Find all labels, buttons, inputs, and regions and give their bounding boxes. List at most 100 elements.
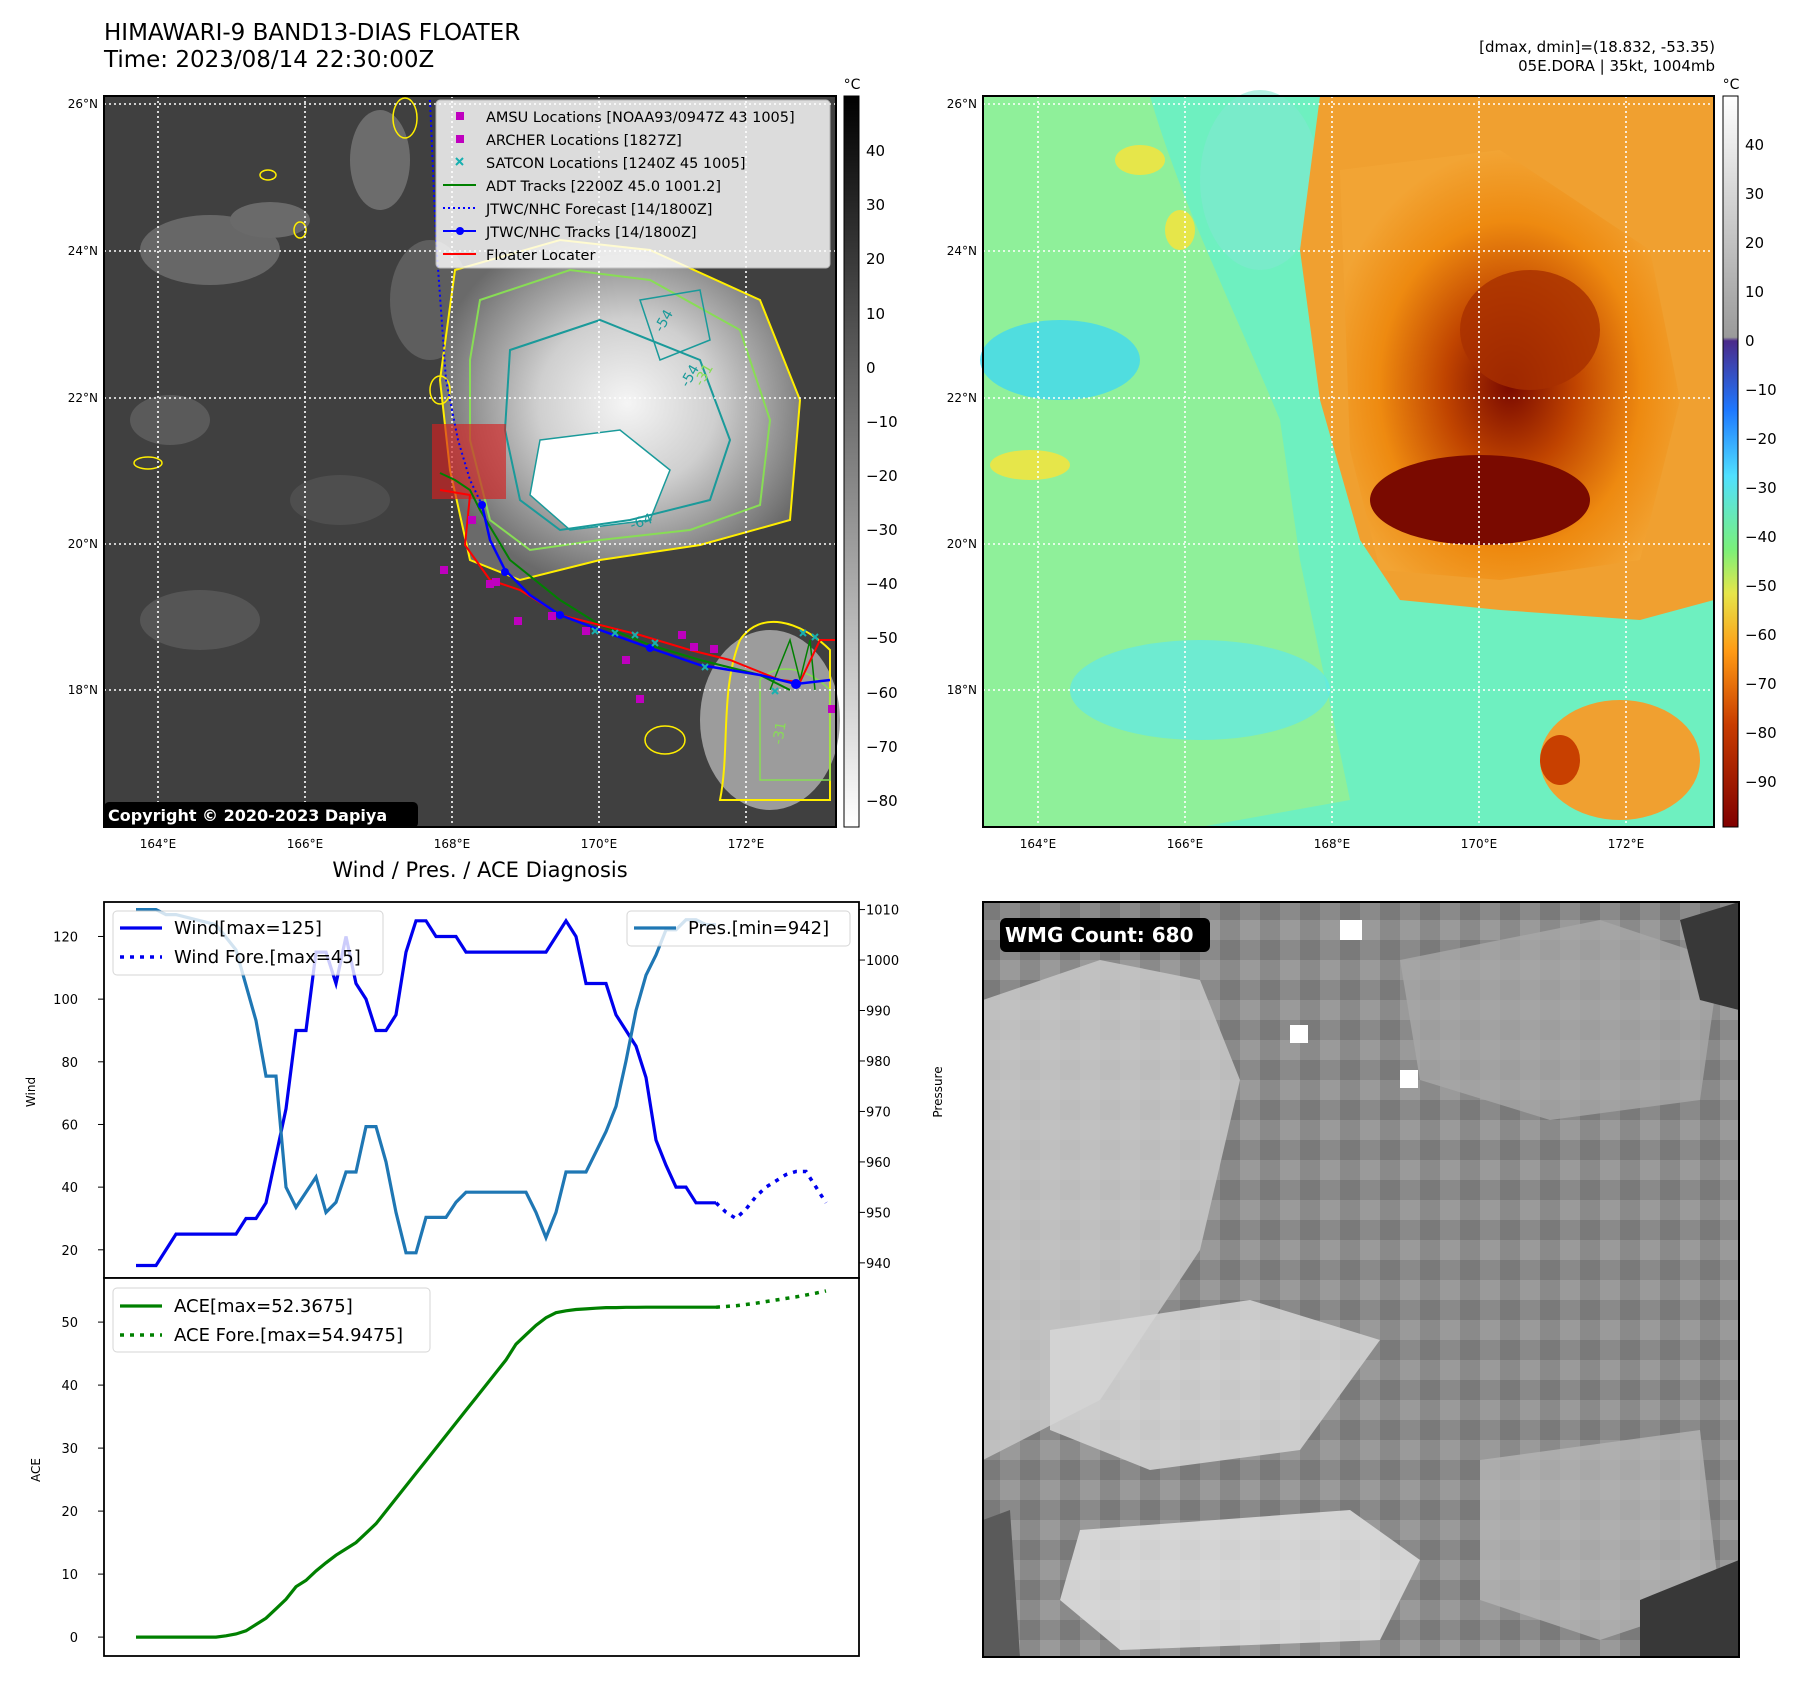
p1-lon-164: 164°E — [140, 837, 177, 851]
pressure-tick-label: 970 — [866, 1105, 891, 1120]
wind-tick-label: 60 — [61, 1118, 78, 1133]
contour-label-5: -31 — [770, 720, 790, 745]
contour-label-3: -64 — [628, 511, 655, 534]
p2-lat-22: 22°N — [947, 391, 977, 405]
cb1-tick-m60: −60 — [866, 684, 898, 702]
ace-tick-label: 40 — [61, 1379, 78, 1394]
colorbar-color: °C 40 30 20 10 0 −10 −20 −30 −40 −50 −60… — [1722, 77, 1777, 828]
wind-tick-label: 20 — [61, 1244, 78, 1259]
p2-lat-24: 24°N — [947, 244, 977, 258]
satcon-markers — [591, 627, 819, 695]
cb1-tick-m80: −80 — [866, 792, 898, 810]
cb1-tick-30: 30 — [866, 196, 885, 214]
p2-lon-164: 164°E — [1020, 837, 1057, 851]
wind-legend: Wind[max=125] Wind Fore.[max=45] — [112, 910, 384, 976]
p1-lat-20: 20°N — [68, 537, 98, 551]
color-ir-panel — [980, 90, 1715, 828]
wind-tick-label: 80 — [61, 1056, 78, 1071]
figure-title: HIMAWARI-9 BAND13-DIAS FLOATER Time: 202… — [104, 20, 520, 74]
cb2-tick-40: 40 — [1745, 136, 1764, 154]
ace-tick-label: 10 — [61, 1568, 78, 1583]
cb2-tick-m10: −10 — [1745, 381, 1777, 399]
pressure-tick-label: 990 — [866, 1005, 891, 1020]
legend-amsu-marker — [456, 112, 464, 120]
p1-lat-26: 26°N — [68, 97, 98, 111]
ace-series-line — [136, 1305, 716, 1639]
cb1-tick-m40: −40 — [866, 575, 898, 593]
p1-lat-18: 18°N — [68, 683, 98, 697]
colorbar-gray-unit: °C — [844, 77, 861, 93]
p2-lat-18: 18°N — [947, 683, 977, 697]
pressure-legend: Pres.[min=942] — [626, 910, 851, 947]
p1-lon-168: 168°E — [434, 837, 471, 851]
legend-archer-marker — [456, 135, 464, 143]
pressure-tick-label: 940 — [866, 1257, 891, 1272]
storm-info-block: [dmax, dmin]=(18.832, -53.35) 05E.DORA |… — [1479, 38, 1715, 76]
legend-tracks-label: JTWC/NHC Tracks [14/1800Z] — [485, 225, 697, 241]
ace-legend: ACE[max=52.3675] ACE Fore.[max=54.9475] — [112, 1287, 431, 1353]
cb1-tick-m50: −50 — [866, 629, 898, 647]
cb1-tick-m70: −70 — [866, 738, 898, 756]
legend-amsu-label: AMSU Locations [NOAA93/0947Z 43 1005] — [486, 110, 795, 126]
cb1-tick-0: 0 — [866, 359, 876, 377]
ace-tick-label: 30 — [61, 1442, 78, 1457]
ace-tick-label: 20 — [61, 1505, 78, 1520]
cb2-tick-m90: −90 — [1745, 773, 1777, 791]
p1-lon-172: 172°E — [728, 837, 765, 851]
wind-pressure-panel: 120 100 80 60 40 20 1010 1000 990 980 970 960 950 94… — [24, 901, 945, 1279]
p2-lat-20: 20°N — [947, 537, 977, 551]
legend-ace-fore: ACE Fore.[max=54.9475] — [174, 1325, 403, 1346]
legend-satcon-marker — [455, 157, 464, 166]
cb2-tick-m70: −70 — [1745, 675, 1777, 693]
pressure-tick-label: 1000 — [866, 954, 899, 969]
cb2-tick-m80: −80 — [1745, 724, 1777, 742]
ace-axis-label: ACE — [29, 1458, 43, 1482]
cb2-tick-m50: −50 — [1745, 577, 1777, 595]
p2-lat-26: 26°N — [947, 97, 977, 111]
ace-forecast-series-line — [715, 1289, 827, 1309]
cb2-tick-m40: −40 — [1745, 528, 1777, 546]
colorbar-color-unit: °C — [1723, 77, 1740, 93]
wind-axis-label: Wind — [24, 1077, 38, 1107]
cb1-tick-m10: −10 — [866, 413, 898, 431]
map-legend: AMSU Locations [NOAA93/0947Z 43 1005] AR… — [435, 99, 831, 269]
legend-pressure: Pres.[min=942] — [688, 918, 829, 939]
p1-lat-22: 22°N — [68, 391, 98, 405]
p1-lat-24: 24°N — [68, 244, 98, 258]
cb1-tick-40: 40 — [866, 142, 885, 160]
wmg-panel: WMG Count: 680 — [982, 901, 1740, 1658]
legend-wind: Wind[max=125] — [174, 918, 322, 939]
wind-tick-label: 120 — [53, 930, 78, 945]
cb2-tick-m20: −20 — [1745, 430, 1777, 448]
p2-lon-172: 172°E — [1608, 837, 1645, 851]
pressure-tick-label: 960 — [866, 1156, 891, 1171]
ace-panel: 50 40 30 20 10 0 ACE ACE[max=52.3675] ACE For… — [29, 1277, 860, 1657]
cb2-tick-30: 30 — [1745, 185, 1764, 203]
pressure-tick-label: 1010 — [866, 904, 899, 919]
ace-tick-label: 50 — [61, 1316, 78, 1331]
jtwc-forecast-line — [429, 99, 483, 506]
p1-lon-166: 166°E — [287, 837, 324, 851]
cb1-tick-m30: −30 — [866, 521, 898, 539]
diag-title: Wind / Pres. / ACE Diagnosis — [332, 858, 628, 882]
cb2-tick-m30: −30 — [1745, 479, 1777, 497]
wind-series-line — [136, 917, 716, 1268]
floater-box — [432, 424, 506, 499]
pressure-series-line — [136, 908, 716, 1255]
legend-archer-label: ARCHER Locations [1827Z] — [486, 133, 682, 149]
cb2-tick-m60: −60 — [1745, 626, 1777, 644]
p2-lon-168: 168°E — [1314, 837, 1351, 851]
ace-tick-label: 0 — [70, 1631, 78, 1646]
legend-wind-fore: Wind Fore.[max=45] — [174, 947, 361, 968]
p1-lon-170: 170°E — [581, 837, 618, 851]
jtwc-track-line — [480, 504, 831, 686]
wmg-count-label: WMG Count: 680 — [1005, 923, 1194, 947]
dmax-dmin-text: [dmax, dmin]=(18.832, -53.35) — [1479, 38, 1715, 56]
colorbar-gray: °C 40 30 20 10 0 −10 −20 −30 −40 −50 −60… — [843, 77, 898, 828]
adt-track-line — [439, 472, 791, 691]
storm-info-text: 05E.DORA | 35kt, 1004mb — [1518, 57, 1715, 75]
cb1-tick-10: 10 — [866, 305, 885, 323]
wind-forecast-series-line — [714, 1169, 828, 1221]
title-line-2: Time: 2023/08/14 22:30:00Z — [104, 47, 435, 73]
